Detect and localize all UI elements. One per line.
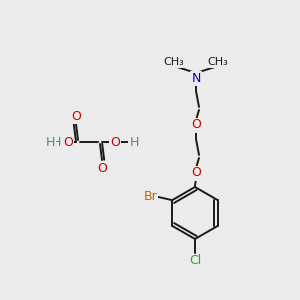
Text: H: H bbox=[129, 136, 139, 148]
Text: N: N bbox=[191, 71, 201, 85]
Text: O: O bbox=[191, 118, 201, 131]
Text: CH₃: CH₃ bbox=[208, 57, 228, 67]
Text: Cl: Cl bbox=[189, 254, 201, 268]
Text: O: O bbox=[71, 110, 81, 122]
Text: H: H bbox=[51, 136, 61, 148]
Text: CH₃: CH₃ bbox=[164, 57, 184, 67]
Text: Br: Br bbox=[144, 190, 158, 203]
Text: O: O bbox=[63, 136, 73, 148]
Text: H: H bbox=[45, 136, 55, 148]
Text: O: O bbox=[110, 136, 120, 148]
Text: O: O bbox=[191, 167, 201, 179]
Text: O: O bbox=[97, 161, 107, 175]
